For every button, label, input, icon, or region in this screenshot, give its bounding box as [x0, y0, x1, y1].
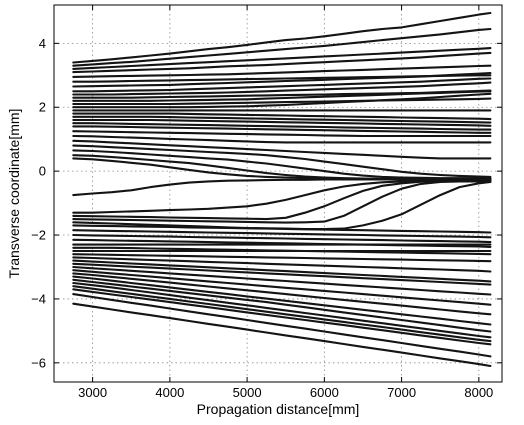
trajectory-line [72, 288, 492, 346]
trajectory-line [72, 11, 492, 64]
trajectory-line [72, 77, 492, 93]
trajectory-line [72, 285, 492, 343]
trajectory-line [72, 115, 492, 124]
trajectory-line [72, 229, 492, 239]
trajectory-line [72, 293, 492, 358]
trajectory-line [72, 224, 492, 234]
trajectory-line [72, 47, 492, 70]
trajectory-line [72, 256, 492, 273]
trajectory-line [72, 27, 492, 67]
trajectory-line [72, 97, 492, 106]
y-tick-label: −2 [31, 228, 46, 243]
y-tick-label: 2 [39, 100, 46, 115]
x-axis-label: Propagation distance[mm] [197, 401, 360, 417]
trajectory-line [72, 275, 492, 326]
trajectory-line [72, 269, 492, 306]
trajectory-line [72, 125, 492, 134]
x-tick-label: 6000 [310, 385, 339, 400]
x-tick-label: 7000 [387, 385, 416, 400]
trajectory-line [72, 233, 492, 244]
trajectory-line [72, 272, 492, 316]
trajectory-line [72, 281, 492, 339]
y-axis-label: Transverse coordinate[mm] [6, 109, 22, 279]
trajectory-line [72, 265, 492, 296]
plot-frame [53, 4, 503, 383]
trajectory-line [72, 157, 492, 181]
trajectory-line [72, 134, 492, 144]
trajectory-line [72, 253, 492, 263]
y-tick-label: 4 [39, 36, 46, 51]
trajectory-line [72, 144, 492, 178]
trajectory-line [72, 259, 492, 283]
trajectory-line [72, 179, 492, 214]
x-tick-label: 3000 [78, 385, 107, 400]
trajectory-line [72, 238, 492, 248]
series-lines [72, 11, 492, 368]
y-tick-label: 0 [39, 164, 46, 179]
trajectory-line [72, 122, 492, 131]
y-tick-label: −6 [31, 355, 46, 370]
trajectory-line [72, 130, 492, 138]
trajectory-line [72, 90, 492, 102]
trajectory-line [72, 81, 492, 96]
trajectory-line [72, 64, 492, 78]
x-tick-label: 5000 [233, 385, 262, 400]
x-tick-label: 8000 [464, 385, 493, 400]
trajectory-line [72, 278, 492, 333]
axis-ticks: 3000 4000 5000 6000 7000 8000 −6 −4 −2 0 2 4 [31, 5, 502, 400]
x-tick-label: 4000 [155, 385, 184, 400]
trajectory-line [72, 139, 492, 160]
trajectory-line [72, 180, 492, 224]
y-tick-label: −4 [31, 291, 46, 306]
trajectory-line [72, 302, 492, 368]
trajectory-line [72, 92, 492, 109]
trajectory-line [72, 51, 492, 74]
trajectory-line [72, 178, 492, 197]
trajectory-line [72, 72, 492, 88]
trajectory-line [72, 118, 492, 127]
trajectory-line [72, 179, 492, 221]
trajectory-line [72, 262, 492, 286]
trajectory-line [72, 112, 492, 121]
